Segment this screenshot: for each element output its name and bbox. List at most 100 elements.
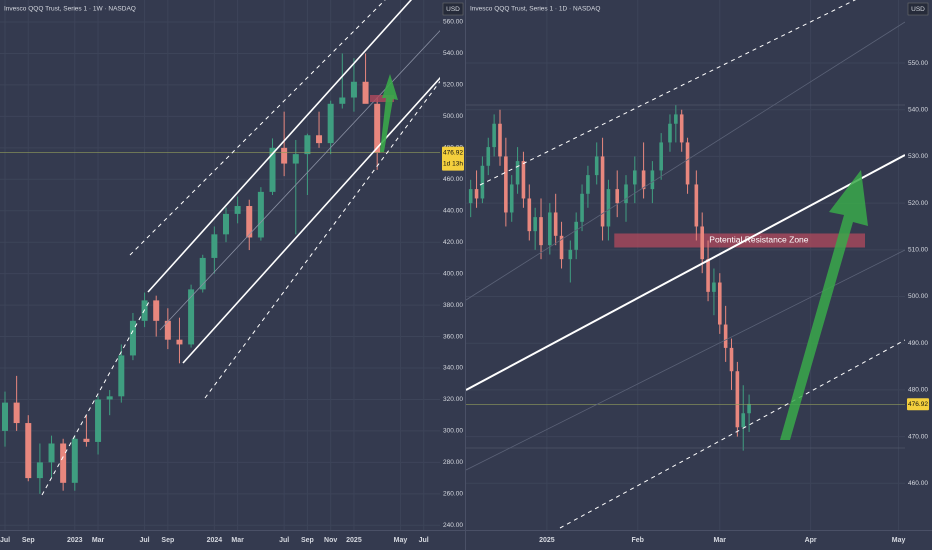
y-tick-label: 320.00	[443, 396, 463, 403]
y-tick-label: 480.00	[908, 387, 928, 394]
candle-body	[339, 97, 346, 104]
x-tick-label: 2025	[539, 537, 555, 544]
candle-body	[539, 217, 543, 246]
candle-body	[304, 135, 311, 155]
candle-body	[559, 235, 564, 260]
left-drawings	[41, 0, 440, 496]
candle-body	[533, 217, 537, 232]
candle-body	[129, 320, 136, 356]
y-tick-label: 400.00	[443, 270, 463, 277]
y-tick-label: 500.00	[443, 113, 463, 120]
candle-body	[118, 355, 125, 397]
candle-body	[735, 371, 740, 428]
candle-body	[269, 147, 276, 192]
y-tick-label: 560.00	[443, 19, 463, 26]
y-tick-label: 530.00	[908, 153, 928, 160]
y-tick-label: 510.00	[908, 247, 928, 254]
candle-body	[668, 123, 672, 143]
candle-body	[685, 142, 690, 185]
candle-body	[586, 175, 590, 194]
candle-body	[199, 257, 206, 290]
candle-body	[741, 413, 746, 428]
x-tick-label: Sep	[22, 537, 35, 544]
x-tick-label: Mar	[92, 537, 105, 544]
resistance-zone	[614, 233, 865, 248]
candle-body	[633, 170, 637, 185]
candle-body	[747, 403, 751, 414]
right-drawings	[466, 0, 905, 529]
candle-body	[650, 170, 655, 190]
candle-body	[176, 339, 183, 345]
candle-body	[548, 212, 552, 246]
x-tick-label: 2025	[346, 537, 362, 544]
candle-body	[659, 142, 663, 171]
candle-body	[474, 189, 479, 199]
candle-body	[234, 206, 241, 214]
candle-body	[492, 123, 496, 148]
candle-body	[350, 81, 357, 98]
channel-dash-lower	[559, 339, 905, 529]
x-tick-label: 2023	[67, 537, 83, 544]
y-tick-label: 440.00	[443, 207, 463, 214]
candle-body	[327, 103, 334, 144]
last-price-box	[907, 398, 929, 411]
candle-body	[641, 170, 646, 190]
y-tick-label: 340.00	[443, 365, 463, 372]
candle-body	[13, 402, 20, 424]
zone-label: Potential Resistance Zone	[709, 235, 808, 245]
x-tick-label: May	[892, 537, 906, 544]
currency-box	[442, 2, 464, 16]
candle-body	[600, 156, 605, 227]
x-tick-label: Apr	[805, 537, 817, 544]
x-tick-label: Mar	[714, 537, 727, 544]
currency: USD	[911, 6, 925, 13]
y-tick-label: 540.00	[443, 50, 463, 57]
candle-body	[257, 191, 264, 238]
candle-body	[374, 103, 381, 153]
y-tick-label: 520.00	[908, 200, 928, 207]
candle-body	[580, 193, 584, 222]
candle-body	[515, 161, 520, 185]
candle-body	[553, 212, 558, 236]
currency: USD	[446, 6, 460, 13]
candle-body	[624, 184, 628, 204]
channel-faint	[466, 21, 905, 301]
candle-body	[527, 198, 532, 232]
candle-body	[71, 438, 78, 483]
channel-upper	[147, 0, 413, 293]
y-tick-label: 420.00	[443, 239, 463, 246]
last-price-label: 476.92	[443, 149, 463, 156]
candle-body	[498, 123, 502, 157]
y-tick-label: 280.00	[443, 459, 463, 466]
channel-solid	[466, 154, 905, 391]
channel-lower	[182, 76, 440, 364]
x-tick-label: Jul	[0, 537, 10, 544]
candle-body	[700, 226, 705, 260]
countdown: 1d 13h	[443, 160, 463, 167]
candle-body	[211, 234, 218, 258]
candle-body	[712, 282, 716, 292]
candle-body	[717, 282, 722, 325]
candle-body	[83, 438, 90, 442]
y-tick-label: 380.00	[443, 302, 463, 309]
x-tick-label: 2024	[207, 537, 223, 544]
candle-body	[36, 462, 43, 479]
y-tick-label: 240.00	[443, 522, 463, 529]
y-tick-label: 300.00	[443, 428, 463, 435]
candle-body	[594, 156, 599, 176]
candle-body	[521, 161, 526, 199]
candle-body	[292, 154, 299, 164]
y-tick-label: 360.00	[443, 333, 463, 340]
candle-body	[2, 402, 9, 431]
x-tick-label: Nov	[324, 537, 337, 544]
zone-mark	[370, 95, 394, 102]
candle-body	[60, 443, 67, 483]
candle-body	[48, 443, 55, 463]
x-tick-label: Feb	[632, 537, 644, 544]
channel-mid	[159, 30, 440, 331]
candle-body	[606, 189, 611, 227]
candle-body	[729, 347, 734, 372]
candle-body	[486, 147, 491, 166]
candle-body	[674, 114, 678, 124]
